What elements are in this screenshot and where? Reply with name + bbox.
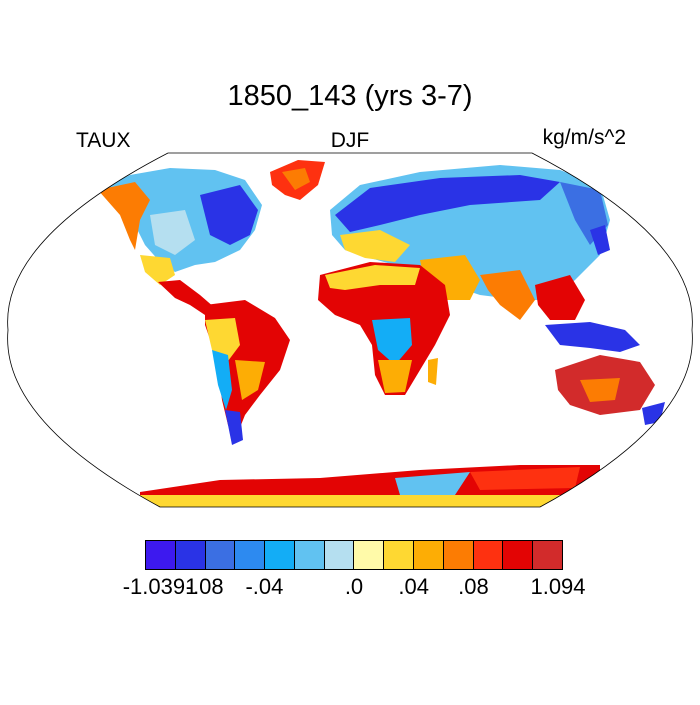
colorbar-swatch bbox=[384, 541, 415, 569]
new-zealand bbox=[642, 402, 665, 425]
colorbar-swatch bbox=[354, 541, 385, 569]
japan bbox=[590, 225, 610, 255]
colorbar-tick-label: .0 bbox=[344, 574, 364, 599]
colorbar-tick-label: .08 bbox=[458, 574, 489, 599]
page-title: 1850_143 (yrs 3-7) bbox=[227, 80, 473, 112]
colorbar-swatch bbox=[473, 541, 504, 569]
colorbar-swatch bbox=[205, 541, 236, 569]
central-america bbox=[158, 280, 215, 315]
australia-center bbox=[580, 378, 620, 402]
southeast-asia bbox=[535, 275, 585, 320]
eurasia-north bbox=[335, 175, 560, 232]
na-plains bbox=[150, 210, 195, 255]
sa-andes bbox=[212, 350, 232, 410]
colorbar-tick-label: .04 bbox=[398, 574, 429, 599]
na-southwest bbox=[140, 255, 175, 285]
south-asia bbox=[480, 270, 535, 320]
variable-label: TAUX bbox=[76, 129, 131, 152]
sa-central bbox=[235, 360, 265, 400]
na-west-coast bbox=[98, 182, 150, 250]
colorbar-swatch bbox=[235, 541, 266, 569]
colorbar-tick-label: -.04 bbox=[245, 574, 284, 599]
season-label: DJF bbox=[330, 129, 370, 152]
antarctica-east bbox=[470, 467, 580, 490]
colorbar-swatch bbox=[324, 541, 355, 569]
greenland-inner bbox=[282, 168, 310, 190]
colorbar-swatch bbox=[533, 541, 562, 569]
colorbar-swatch bbox=[294, 541, 325, 569]
units-label: kg/m/s^2 bbox=[542, 126, 626, 149]
colorbar-swatch bbox=[175, 541, 206, 569]
sa-amazon-west bbox=[205, 318, 240, 365]
antarctica-coast bbox=[140, 495, 600, 507]
antarctica-inner bbox=[395, 472, 470, 495]
colorbar-tick-label: 1.094 bbox=[530, 574, 586, 599]
colorbar bbox=[145, 540, 563, 570]
na-northeast bbox=[200, 185, 258, 245]
sa-south-tip bbox=[225, 410, 243, 445]
colorbar-swatch bbox=[265, 541, 295, 569]
europe bbox=[340, 230, 410, 262]
colorbar-swatch bbox=[414, 541, 444, 569]
indonesia bbox=[545, 322, 640, 352]
colorbar-tick-label: -.08 bbox=[185, 574, 224, 599]
colorbar-tick-label: -1.0391 bbox=[122, 574, 198, 599]
africa-south bbox=[378, 360, 412, 393]
madagascar bbox=[428, 358, 438, 385]
colorbar-swatch bbox=[503, 541, 534, 569]
map-boundary bbox=[7, 152, 693, 508]
colorbar-swatch bbox=[146, 541, 176, 569]
colorbar-swatch bbox=[443, 541, 474, 569]
africa-central bbox=[372, 318, 412, 365]
africa-sahara bbox=[325, 265, 420, 290]
